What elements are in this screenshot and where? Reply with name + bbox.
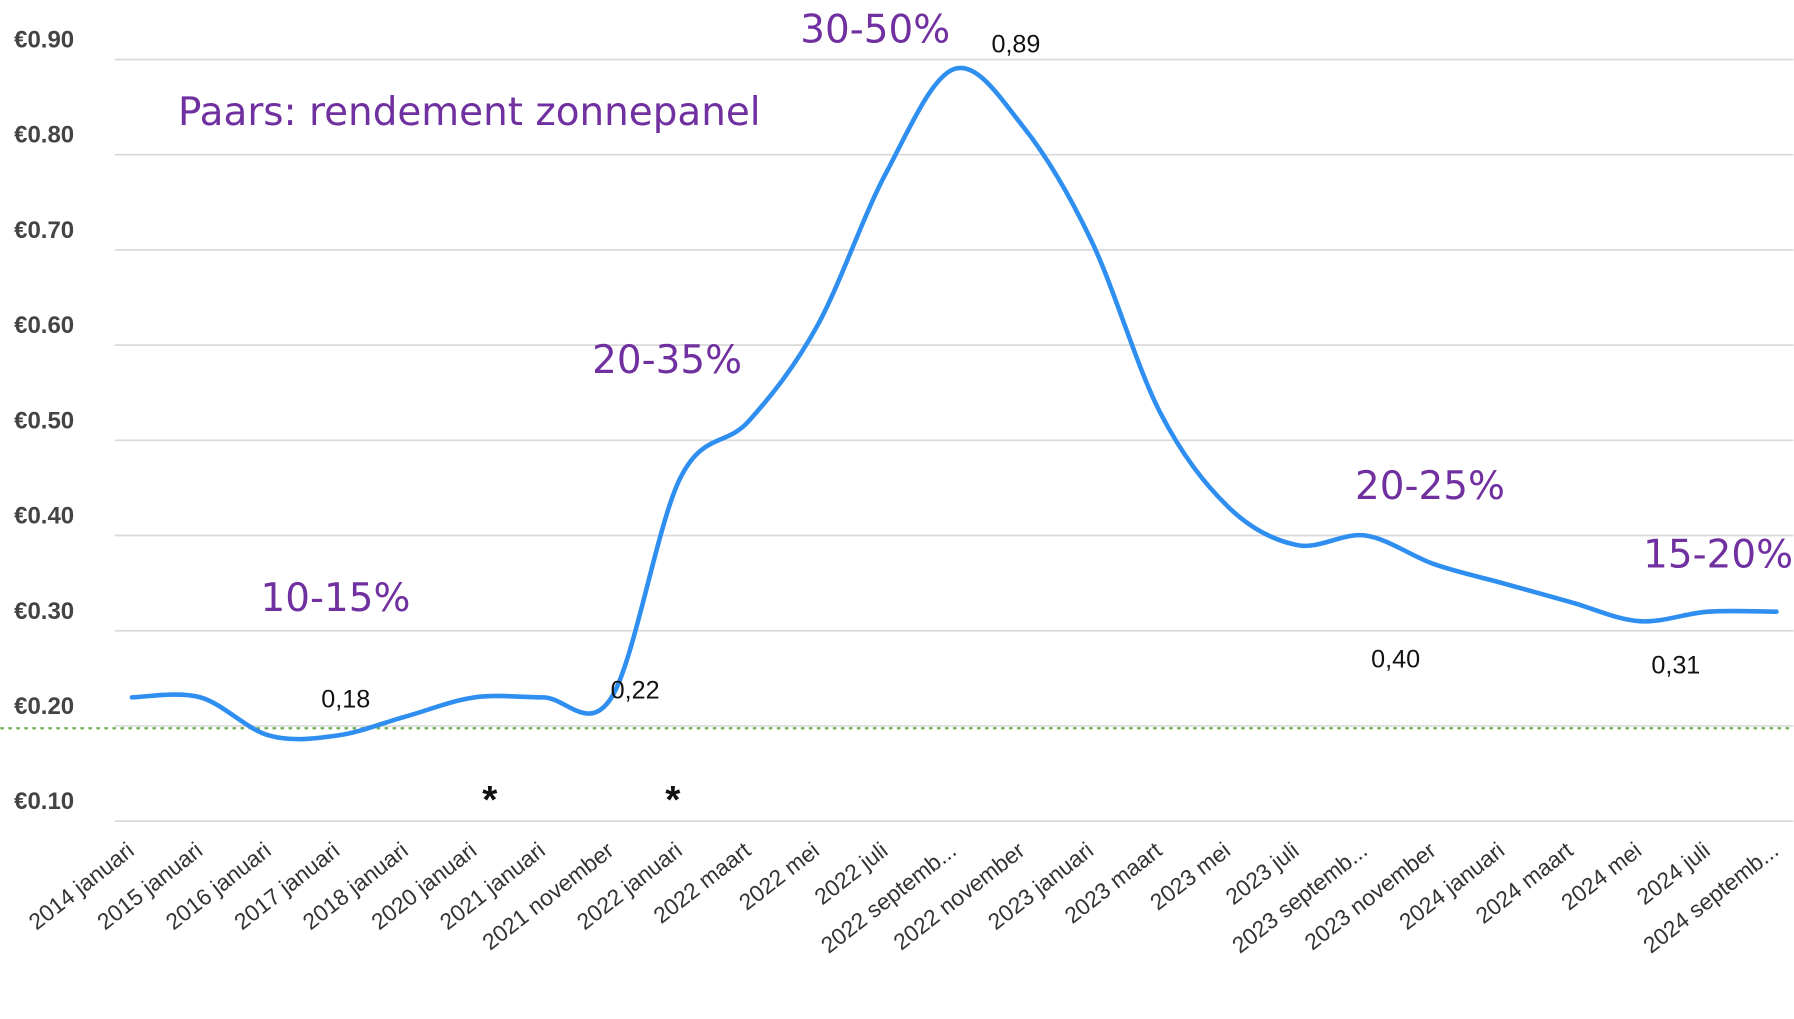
y-tick-label: €0.10 — [14, 788, 74, 815]
y-tick-label: €0.60 — [14, 312, 74, 339]
y-tick-label: €0.90 — [14, 27, 74, 54]
annotation: 20-25% — [1355, 464, 1505, 509]
y-tick-label: €0.40 — [14, 503, 74, 530]
y-tick-label: €0.80 — [14, 122, 74, 149]
price-line — [129, 65, 1779, 742]
annotation: 0,89 — [991, 30, 1040, 58]
annotation: 0,18 — [321, 686, 370, 714]
y-tick-label: €0.30 — [14, 598, 74, 625]
annotation: * — [665, 779, 681, 822]
annotation: 10-15% — [261, 576, 411, 621]
annotation: 0,40 — [1371, 646, 1420, 674]
annotation: 0,31 — [1651, 651, 1700, 679]
annotation: 0,22 — [611, 677, 660, 705]
annotation: 30-50% — [800, 8, 950, 53]
y-tick-label: €0.70 — [14, 217, 74, 244]
annotation: Paars: rendement zonnepanel — [178, 90, 761, 135]
annotation: * — [482, 779, 498, 822]
y-tick-label: €0.20 — [14, 693, 74, 720]
annotation: 20-35% — [592, 338, 742, 383]
y-tick-label: €0.50 — [14, 407, 74, 434]
annotation: 15-20% — [1643, 532, 1793, 577]
